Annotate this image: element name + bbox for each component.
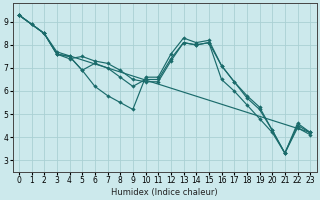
X-axis label: Humidex (Indice chaleur): Humidex (Indice chaleur) — [111, 188, 218, 197]
